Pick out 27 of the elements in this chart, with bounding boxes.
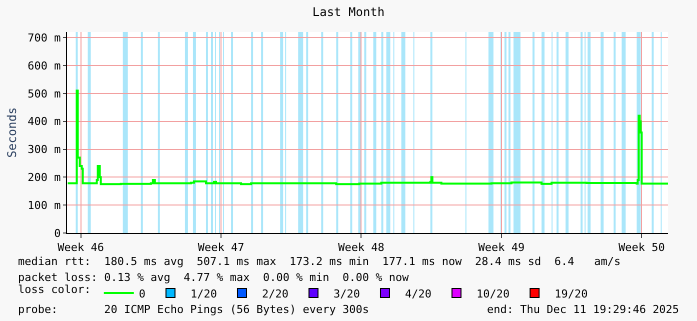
legend-label: 2/20 xyxy=(262,287,288,300)
legend-title: loss color: xyxy=(18,282,91,296)
y-tick-label: 100 m xyxy=(28,198,62,212)
y-tick-label: 400 m xyxy=(28,115,62,128)
x-tick-label: Week 49 xyxy=(478,241,525,254)
text: probe: 20 ICMP Echo Pings (56 Bytes) every 300s xyxy=(18,303,369,316)
y-tick-label: 500 m xyxy=(28,87,62,100)
legend-label: 3/20 xyxy=(333,287,360,300)
text: median rtt: 180.5 ms avg 507.1 ms max 173.2 ms min 177.1 ms now 28.4 ms sd 6.4 am/s xyxy=(18,255,621,268)
x-tick-label: Week 50 xyxy=(618,241,665,254)
legend-label: 4/20 xyxy=(404,287,432,300)
y-tick-label: 700 m xyxy=(28,31,62,44)
legend-label: 19/20 xyxy=(554,287,588,300)
legend-label: 10/20 xyxy=(476,287,510,300)
y-tick-label: 300 m xyxy=(28,143,62,156)
text: end: Thu Dec 11 19:29:46 2025 xyxy=(487,303,680,316)
x-tick-label: Week 48 xyxy=(338,241,384,254)
legend-label: 0 xyxy=(138,287,146,300)
chart-title: Last Month xyxy=(312,5,385,20)
legend-label: 1/20 xyxy=(190,287,217,300)
text: packet loss: 0.13 % avg 4.77 % max 0.00 % min 0.00 % now xyxy=(18,271,410,284)
y-tick-label: 600 m xyxy=(28,59,62,72)
y-tick-label: 200 m xyxy=(28,171,62,184)
x-tick-label: Week 46 xyxy=(58,241,104,254)
y-tick-label: 0 xyxy=(54,226,61,240)
x-tick-label: Week 47 xyxy=(198,241,244,254)
y-axis-title: Seconds xyxy=(4,107,19,158)
